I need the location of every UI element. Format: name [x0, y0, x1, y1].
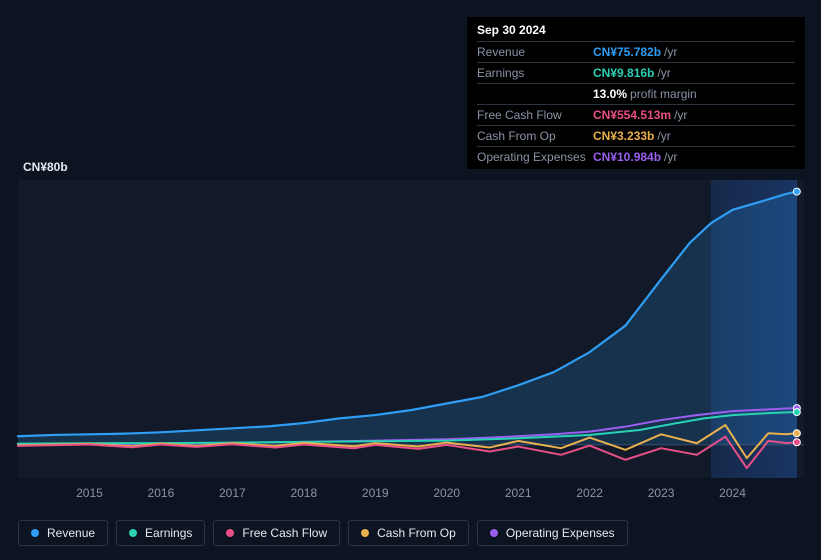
tooltip-label: Earnings [477, 66, 593, 80]
x-tick-label: 2023 [648, 486, 675, 500]
legend-label: Earnings [145, 526, 192, 540]
legend-item[interactable]: Revenue [18, 520, 108, 546]
legend-swatch [361, 529, 369, 537]
tooltip-label: Free Cash Flow [477, 108, 593, 122]
legend-swatch [226, 529, 234, 537]
tooltip-row: Operating ExpensesCN¥10.984b /yr [477, 146, 795, 167]
tooltip-suffix: /yr [664, 45, 677, 59]
tooltip-label: Revenue [477, 45, 593, 59]
tooltip-margin: 13.0% [593, 87, 627, 101]
tooltip-value: CN¥75.782b [593, 45, 661, 59]
tooltip-suffix: /yr [657, 129, 670, 143]
tooltip-row: 13.0% profit margin [477, 83, 795, 104]
legend-item[interactable]: Free Cash Flow [213, 520, 340, 546]
x-tick-label: 2017 [219, 486, 246, 500]
legend-label: Free Cash Flow [242, 526, 327, 540]
series-end-marker [793, 439, 800, 446]
tooltip-label: Cash From Op [477, 129, 593, 143]
x-tick-label: 2020 [433, 486, 460, 500]
tooltip-value: CN¥10.984b [593, 150, 661, 164]
legend-item[interactable]: Operating Expenses [477, 520, 628, 546]
series-end-marker [793, 430, 800, 437]
series-area [18, 192, 797, 445]
tooltip-date: Sep 30 2024 [477, 23, 795, 37]
tooltip-suffix: /yr [664, 150, 677, 164]
tooltip-row: Free Cash FlowCN¥554.513m /yr [477, 104, 795, 125]
legend-item[interactable]: Cash From Op [348, 520, 469, 546]
tooltip-suffix: /yr [657, 66, 670, 80]
legend: Revenue Earnings Free Cash Flow Cash From O… [18, 520, 628, 546]
legend-swatch [129, 529, 137, 537]
legend-swatch [31, 529, 39, 537]
tooltip-value: CN¥9.816b [593, 66, 654, 80]
legend-label: Cash From Op [377, 526, 456, 540]
tooltip-label: Operating Expenses [477, 150, 593, 164]
legend-swatch [490, 529, 498, 537]
tooltip-value: CN¥3.233b [593, 129, 654, 143]
series-end-marker [793, 409, 800, 416]
tooltip-value: CN¥554.513m [593, 108, 671, 122]
x-tick-label: 2016 [148, 486, 175, 500]
legend-label: Operating Expenses [506, 526, 615, 540]
x-tick-label: 2022 [576, 486, 603, 500]
tooltip-row: RevenueCN¥75.782b /yr [477, 41, 795, 62]
tooltip-rows: RevenueCN¥75.782b /yrEarningsCN¥9.816b /… [477, 41, 795, 167]
x-tick-label: 2019 [362, 486, 389, 500]
tooltip-row: Cash From OpCN¥3.233b /yr [477, 125, 795, 146]
x-tick-label: 2018 [290, 486, 317, 500]
x-tick-label: 2021 [505, 486, 532, 500]
legend-item[interactable]: Earnings [116, 520, 205, 546]
chart-tooltip: Sep 30 2024 RevenueCN¥75.782b /yrEarning… [467, 17, 805, 169]
tooltip-margin-suffix: profit margin [630, 87, 697, 101]
x-tick-label: 2015 [76, 486, 103, 500]
series-end-marker [793, 188, 800, 195]
x-tick-label: 2024 [719, 486, 746, 500]
legend-label: Revenue [47, 526, 95, 540]
tooltip-row: EarningsCN¥9.816b /yr [477, 62, 795, 83]
tooltip-suffix: /yr [674, 108, 687, 122]
